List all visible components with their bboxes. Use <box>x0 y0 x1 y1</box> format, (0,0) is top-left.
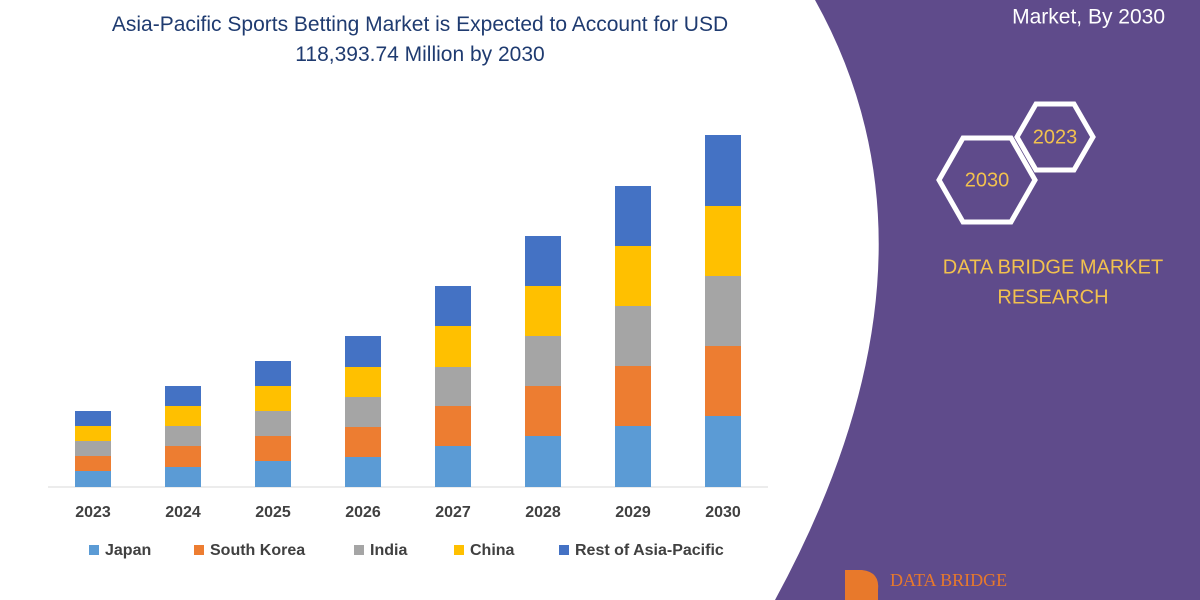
hexagon <box>936 135 1038 225</box>
x-tick-label: 2026 <box>345 504 381 521</box>
legend-label: Rest of Asia-Pacific <box>575 542 724 559</box>
hex-label: 2030 <box>965 169 1010 191</box>
bar-segment <box>615 306 651 366</box>
bar-segment <box>525 236 561 286</box>
legend-swatch <box>354 545 364 555</box>
hex-label: 2023 <box>1033 126 1078 148</box>
brand-text: RESEARCH <box>997 286 1108 308</box>
legend-swatch <box>89 545 99 555</box>
bar-segment <box>435 406 471 446</box>
x-tick-label: 2029 <box>615 504 651 521</box>
bar-segment <box>165 426 201 446</box>
bar-segment <box>435 367 471 406</box>
bar-segment <box>705 135 741 206</box>
side-panel <box>775 0 1200 600</box>
bar-segment <box>705 416 741 487</box>
bar-segment <box>75 441 111 456</box>
bar-segment <box>75 456 111 471</box>
bar-segment <box>525 436 561 487</box>
bar-segment <box>255 411 291 436</box>
bar-segment <box>165 406 201 426</box>
bar-segment <box>525 286 561 336</box>
bar-segment <box>615 426 651 487</box>
bar-segment <box>165 386 201 406</box>
bar-segment <box>615 246 651 306</box>
bar-segment <box>705 206 741 276</box>
legend-swatch <box>454 545 464 555</box>
legend-label: South Korea <box>210 542 305 559</box>
chart-title: Asia-Pacific Sports Betting Market is Ex… <box>111 13 729 66</box>
bar-segment <box>345 427 381 457</box>
bar-segment <box>615 186 651 246</box>
hexagon <box>1014 101 1096 173</box>
legend-label: China <box>470 542 515 559</box>
bar-segment <box>345 397 381 427</box>
bar-segment <box>345 336 381 367</box>
bar-segment <box>435 446 471 487</box>
bar-segment <box>165 467 201 487</box>
x-tick-label: 2024 <box>165 504 201 521</box>
panel-caption: Market, By 2030 <box>1012 6 1165 29</box>
logo-text: DATA BRIDGE <box>890 570 1007 590</box>
bar-segment <box>75 411 111 426</box>
x-tick-label: 2025 <box>255 504 291 521</box>
bar-segment <box>705 276 741 346</box>
bar-segment <box>345 457 381 487</box>
x-tick-label: 2028 <box>525 504 561 521</box>
bar-segment <box>255 436 291 461</box>
legend-swatch <box>194 545 204 555</box>
x-tick-label: 2030 <box>705 504 741 521</box>
bar-segment <box>75 426 111 441</box>
bar-segment <box>435 286 471 326</box>
bar-segment <box>255 361 291 386</box>
bar-segment <box>165 446 201 467</box>
bar-segment <box>615 366 651 426</box>
brand-text: DATA BRIDGE MARKET <box>943 256 1163 278</box>
bar-segment <box>75 471 111 487</box>
legend-label: Japan <box>105 542 151 559</box>
bar-segment <box>345 367 381 397</box>
bar-segment <box>435 326 471 367</box>
bar-segment <box>255 386 291 411</box>
legend-swatch <box>559 545 569 555</box>
bar-segment <box>255 461 291 487</box>
bar-segment <box>525 386 561 436</box>
legend-label: India <box>370 542 407 559</box>
bar-segment <box>525 336 561 386</box>
bar-segment <box>705 346 741 416</box>
x-tick-label: 2023 <box>75 504 111 521</box>
x-tick-label: 2027 <box>435 504 471 521</box>
logo-mark <box>845 570 879 600</box>
